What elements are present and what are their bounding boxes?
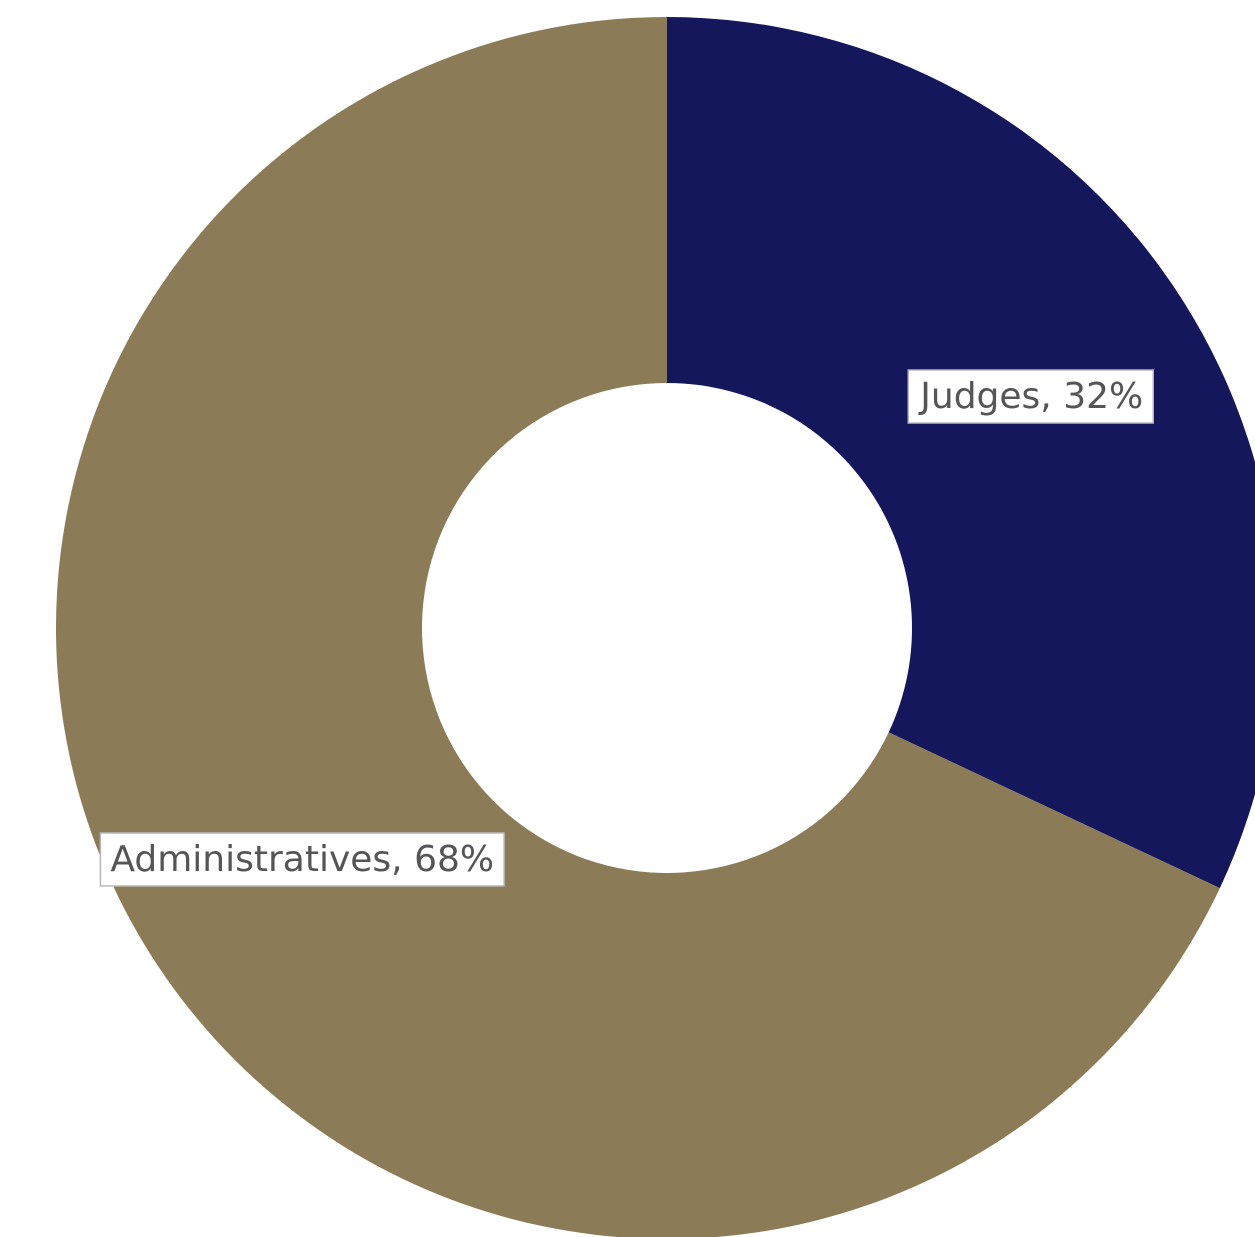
donut-slices [56,17,1255,1237]
slice-label-box [99,832,505,887]
slice-label-judges: Judges, 32% [907,369,1154,424]
slice-administratives [56,17,1220,1237]
slice-labels: Judges, 32% Administratives, 68% [99,369,1154,887]
slice-judges [667,17,1255,889]
slice-label-box [907,369,1154,424]
slice-label-text: Judges, 32% [918,376,1143,417]
slice-label-text: Administratives, 68% [110,839,494,880]
slice-label-administratives: Administratives, 68% [99,832,505,887]
